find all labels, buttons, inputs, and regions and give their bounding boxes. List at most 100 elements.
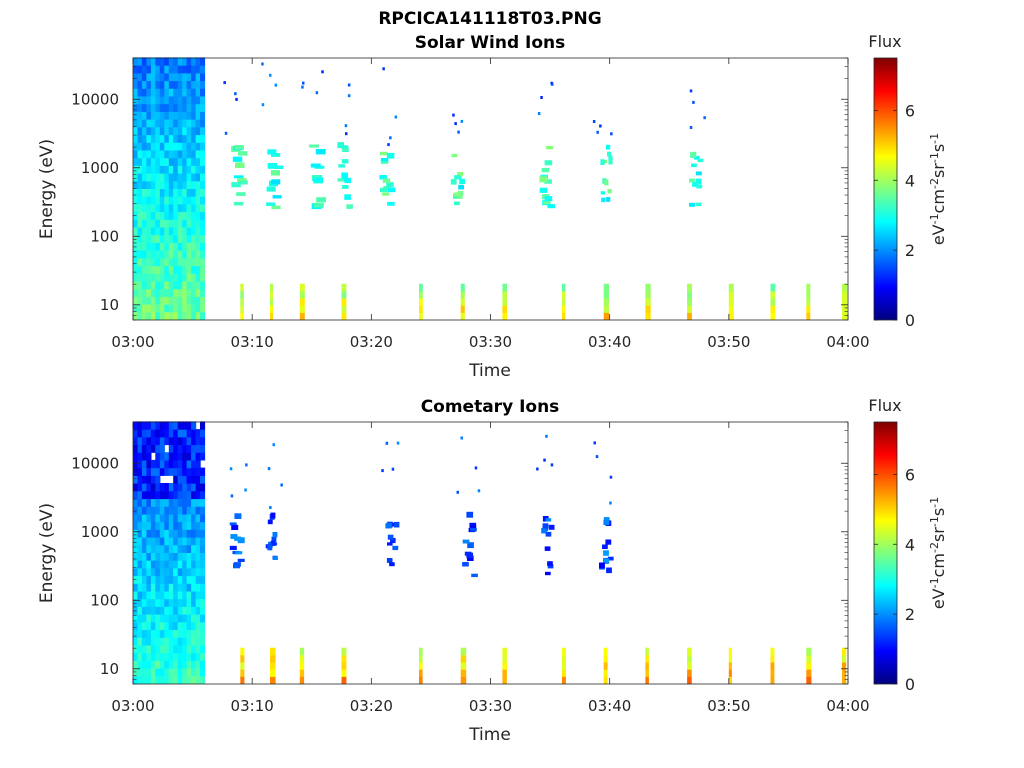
heatmap-cell	[195, 296, 201, 305]
heatmap-cell	[168, 257, 174, 267]
heatmap-cell	[141, 467, 147, 476]
heatmap-cell	[173, 452, 179, 461]
heatmap-cell	[240, 654, 245, 663]
heatmap-cell	[173, 475, 179, 484]
heatmap-cell	[133, 490, 139, 500]
heatmap-cell	[386, 522, 392, 529]
heatmap-cell	[164, 590, 170, 600]
heatmap-cell	[806, 312, 811, 320]
heatmap-cell	[137, 103, 143, 112]
heatmap-cell	[177, 513, 183, 523]
heatmap-cell	[200, 498, 206, 507]
heatmap-cell	[195, 180, 201, 189]
heatmap-cell	[168, 521, 174, 530]
heatmap-cell	[173, 606, 179, 615]
heatmap-cell	[182, 242, 188, 251]
heatmap-cell	[173, 567, 179, 577]
heatmap-cell	[604, 179, 609, 186]
heatmap-cell	[168, 288, 174, 297]
heatmap-cell	[155, 537, 161, 546]
heatmap-cell	[550, 463, 554, 467]
heatmap-cell	[182, 459, 188, 469]
heatmap-cell	[155, 180, 161, 189]
heatmap-cell	[182, 483, 188, 492]
heatmap-cell	[182, 188, 188, 197]
heatmap-cell	[133, 119, 139, 128]
heatmap-cell	[419, 662, 423, 670]
heatmap-cell	[155, 583, 161, 592]
heatmap-cell	[177, 257, 183, 267]
heatmap-cell	[195, 483, 201, 492]
heatmap-cell	[177, 614, 183, 623]
heatmap-cell	[200, 521, 206, 530]
heatmap-cell	[195, 621, 201, 631]
heatmap-cell	[146, 296, 152, 305]
heatmap-cell	[687, 654, 692, 663]
heatmap-cell	[133, 226, 139, 236]
heatmap-cell	[177, 72, 183, 82]
heatmap-cell	[150, 103, 156, 112]
heatmap-cell	[396, 441, 400, 445]
heatmap-cell	[191, 157, 197, 166]
heatmap-cell	[159, 652, 165, 661]
heatmap-cell	[186, 57, 192, 66]
heatmap-cell	[842, 647, 847, 656]
heatmap-cell	[177, 65, 183, 74]
heatmap-cell	[173, 506, 179, 515]
heatmap-cell	[471, 573, 478, 578]
heatmap-cell	[182, 668, 188, 677]
heatmap-cell	[155, 436, 161, 446]
heatmap-cell	[806, 669, 812, 677]
heatmap-cell	[200, 80, 206, 89]
heatmap-cell	[182, 475, 188, 484]
heatmap-cell	[186, 257, 192, 267]
heatmap-cell	[690, 151, 697, 158]
heatmap-cell	[141, 226, 147, 236]
heatmap-cell	[150, 296, 156, 305]
heatmap-cell	[164, 65, 170, 74]
heatmap-cell	[168, 88, 174, 97]
heatmap-cell	[146, 288, 152, 297]
heatmap-cell	[168, 180, 174, 189]
heatmap-cell	[645, 676, 649, 684]
heatmap-cell	[141, 211, 147, 220]
heatmap-cell	[186, 429, 192, 438]
heatmap-cell	[806, 290, 811, 299]
heatmap-cell	[191, 544, 197, 553]
heatmap-cell	[150, 273, 156, 282]
heatmap-cell	[177, 552, 183, 561]
heatmap-cell	[159, 660, 165, 669]
heatmap-cell	[469, 524, 477, 530]
heatmap-cell	[232, 156, 243, 162]
heatmap-cell	[456, 490, 459, 494]
heatmap-cell	[164, 598, 170, 607]
heatmap-cell	[133, 188, 139, 197]
heatmap-cell	[231, 182, 241, 188]
heatmap-cell	[133, 483, 139, 492]
heatmap-cell	[146, 196, 152, 205]
heatmap-cell	[191, 257, 197, 267]
heatmap-cell	[186, 444, 192, 453]
heatmap-cell	[177, 444, 183, 453]
heatmap-cell	[347, 94, 351, 98]
heatmap-cell	[186, 165, 192, 174]
heatmap-cell	[164, 242, 170, 251]
heatmap-cell	[603, 298, 609, 306]
heatmap-cell	[191, 57, 197, 66]
heatmap-cell	[159, 436, 165, 446]
heatmap-cell	[168, 552, 174, 561]
heatmap-cell	[200, 111, 206, 120]
heatmap-cell	[191, 483, 197, 492]
heatmap-cell	[146, 211, 152, 220]
heatmap-cell	[159, 537, 165, 546]
heatmap-cell	[191, 111, 197, 120]
heatmap-cell	[141, 250, 147, 259]
heatmap-cell	[137, 513, 143, 523]
heatmap-cell	[603, 669, 608, 677]
heatmap-cell	[155, 65, 161, 74]
heatmap-cell	[386, 152, 395, 159]
heatmap-cell	[168, 280, 174, 290]
heatmap-cell	[137, 149, 143, 159]
heatmap-cell	[200, 304, 206, 313]
heatmap-cell	[645, 305, 651, 313]
